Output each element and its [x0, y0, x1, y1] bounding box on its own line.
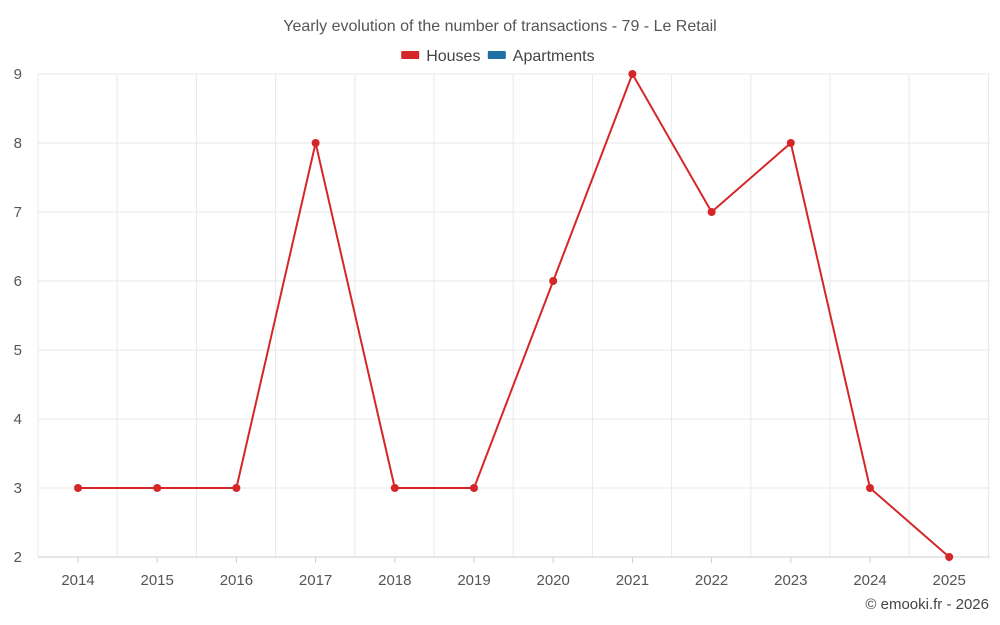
- legend-label: Apartments: [513, 48, 595, 65]
- axes: 2 3 4 5 6 7 8 9 2014 2015 2016 2017 2018 2019 2020 2021…: [14, 66, 990, 589]
- x-tick-label: 2025: [933, 572, 966, 589]
- x-tick-label: 2015: [141, 572, 174, 589]
- x-tick-label: 2014: [61, 572, 94, 589]
- series-line-houses: [78, 71, 950, 558]
- y-tick-label: 3: [14, 480, 22, 497]
- y-tick-label: 7: [14, 204, 22, 221]
- data-point[interactable]: [311, 139, 320, 147]
- x-tick-label: 2018: [378, 572, 411, 589]
- y-tick-label: 2: [14, 549, 22, 566]
- y-tick-label: 5: [14, 342, 22, 359]
- grid: [37, 73, 990, 558]
- y-tick-label: 6: [14, 273, 22, 290]
- y-tick-label: 9: [14, 66, 22, 83]
- x-tick-label: 2017: [299, 572, 332, 589]
- chart-title: Yearly evolution of the number of transa…: [283, 18, 716, 35]
- data-point[interactable]: [945, 553, 954, 561]
- x-tick-label: 2024: [853, 572, 886, 589]
- legend-swatch: [487, 51, 506, 59]
- data-point[interactable]: [153, 484, 162, 492]
- copyright-credit: © emooki.fr - 2026: [865, 596, 989, 613]
- y-tick-label: 4: [14, 411, 22, 428]
- data-point[interactable]: [74, 484, 82, 492]
- data-point[interactable]: [549, 277, 558, 285]
- x-tick-label: 2019: [457, 572, 490, 589]
- data-point[interactable]: [470, 484, 478, 492]
- data-point[interactable]: [866, 484, 874, 492]
- data-point[interactable]: [707, 208, 716, 216]
- x-tick-label: 2021: [616, 572, 649, 589]
- x-tick-label: 2016: [220, 572, 253, 589]
- series-group: [74, 70, 954, 561]
- data-point[interactable]: [232, 484, 241, 492]
- legend-label: Houses: [426, 48, 480, 65]
- legend-swatch: [401, 51, 420, 59]
- data-point[interactable]: [628, 70, 637, 78]
- legend-item-apartments[interactable]: Apartments: [487, 48, 595, 65]
- legend: Houses Apartments: [401, 48, 595, 65]
- x-tick-label: 2022: [695, 572, 728, 589]
- x-tick-label: 2023: [774, 572, 807, 589]
- data-point[interactable]: [390, 484, 399, 492]
- data-point[interactable]: [786, 139, 795, 147]
- legend-item-houses[interactable]: Houses: [401, 48, 480, 65]
- y-tick-label: 8: [14, 135, 22, 152]
- x-tick-label: 2020: [537, 572, 570, 589]
